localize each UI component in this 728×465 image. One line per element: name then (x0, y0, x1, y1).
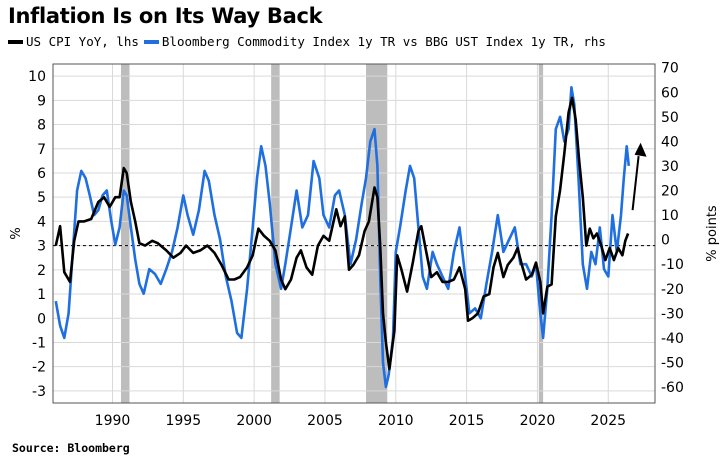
tick-label-left: 8 (37, 118, 46, 134)
legend-label-commodity: Bloomberg Commodity Index 1y TR vs BBG U… (161, 34, 606, 49)
tick-label-left: 6 (37, 166, 46, 182)
tick-label-left: 0 (37, 311, 46, 327)
tick-label-right: -60 (661, 380, 684, 396)
tick-label-x: 2025 (590, 413, 626, 429)
series-line-cpi (54, 96, 630, 371)
axis-label-right: % points (705, 205, 720, 262)
chart-title: Inflation Is on Its Way Back (8, 4, 323, 28)
recession-band-1 (271, 64, 280, 403)
recession-band-2 (366, 64, 388, 403)
tick-label-right: -50 (661, 355, 684, 371)
legend-item-commodity: Bloomberg Commodity Index 1y TR vs BBG U… (143, 34, 606, 49)
tick-label-right: 40 (661, 134, 679, 150)
tick-label-right: -20 (661, 282, 684, 298)
recession-band-3 (538, 64, 544, 403)
tick-label-right: -40 (661, 331, 684, 347)
tick-label-left: -1 (32, 335, 46, 351)
tick-label-left: 7 (37, 142, 46, 158)
tick-label-left: 10 (28, 69, 46, 85)
tick-label-x: 2010 (378, 413, 414, 429)
axis-label-left: % (9, 227, 24, 239)
tick-label-left: 2 (37, 263, 46, 279)
tick-label-x: 2020 (520, 413, 556, 429)
tick-label-right: 60 (661, 85, 679, 101)
plot-frame (52, 63, 656, 404)
annotation-arrow-head (634, 142, 647, 157)
tick-label-left: 5 (37, 190, 46, 206)
legend-swatch-commodity (143, 39, 159, 44)
legend-label-cpi: US CPI YoY, lhs (26, 34, 139, 49)
tick-label-right: -10 (661, 257, 684, 273)
tick-label-left: -2 (32, 360, 46, 376)
legend-item-cpi: US CPI YoY, lhs (8, 34, 139, 49)
tick-label-left: 9 (37, 93, 46, 109)
annotation-arrow-shaft (631, 156, 640, 211)
tick-label-left: 4 (37, 214, 46, 230)
tick-label-x: 1995 (165, 413, 201, 429)
tick-label-left: 1 (37, 287, 46, 303)
tick-label-right: 10 (661, 208, 679, 224)
tick-label-x: 2000 (236, 413, 272, 429)
source-note: Source: Bloomberg (12, 441, 130, 455)
series-line-commodity (54, 86, 631, 389)
tick-label-right: -30 (661, 306, 684, 322)
tick-label-right: 50 (661, 110, 679, 126)
tick-label-right: 0 (661, 233, 670, 249)
tick-label-left: 3 (37, 239, 46, 255)
tick-label-right: 20 (661, 184, 679, 200)
recession-band-0 (120, 64, 130, 403)
tick-label-x: 1990 (95, 413, 131, 429)
legend-swatch-cpi (8, 39, 23, 44)
tick-label-x: 2005 (307, 413, 343, 429)
tick-label-right: 70 (661, 61, 679, 77)
tick-label-left: -3 (32, 384, 46, 400)
tick-label-x: 2015 (449, 413, 485, 429)
tick-label-right: 30 (661, 159, 679, 175)
chart-legend: US CPI YoY, lhs Bloomberg Commodity Inde… (8, 34, 611, 49)
